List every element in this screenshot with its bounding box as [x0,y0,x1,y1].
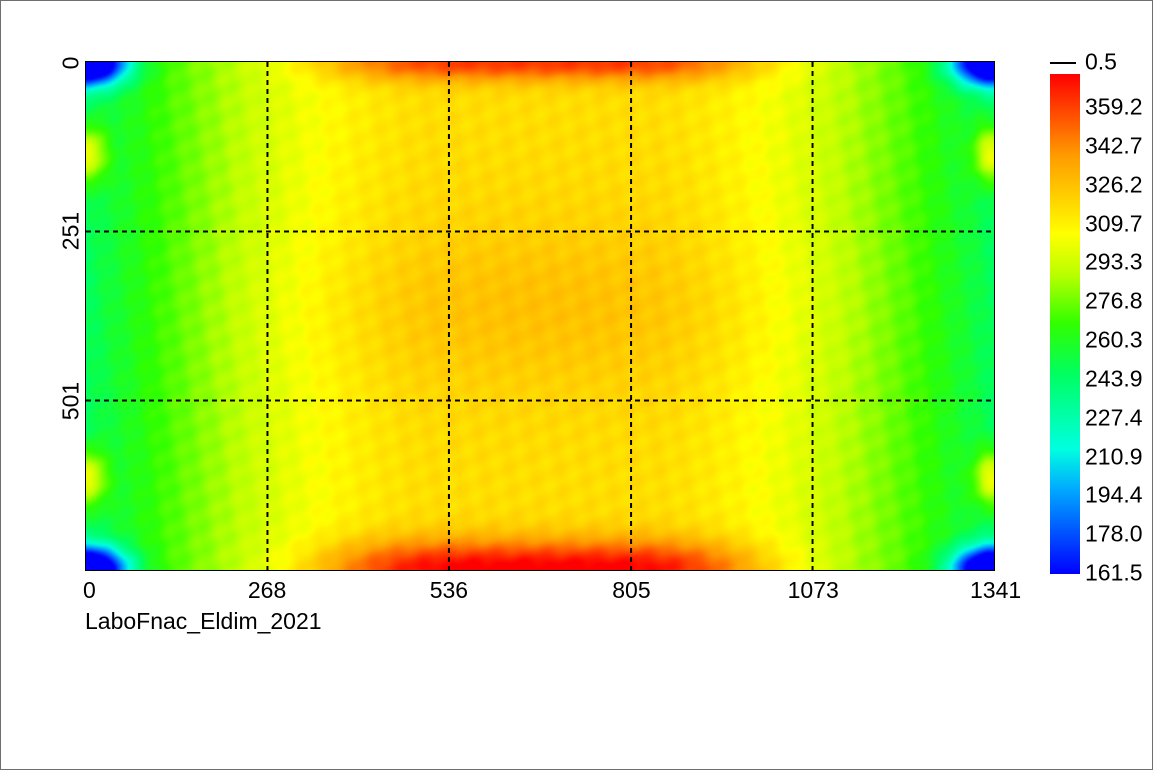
colorbar-marker-label: 0.5 [1085,48,1117,75]
x-tick-label: 0 [83,577,96,603]
x-tick-label: 268 [247,577,287,603]
colorbar-label: 309.7 [1085,210,1143,236]
colorbar-label: 227.4 [1085,404,1143,431]
colorbar-label: 359.2 [1085,93,1143,120]
colorbar-label: 342.7 [1085,132,1143,159]
y-tick-label: 501 [57,381,84,420]
colorbar [1050,74,1080,574]
colorbar-label: 243.9 [1085,365,1143,392]
colorbar-label: 194.4 [1085,481,1143,508]
footer-label: LaboFnac_Eldim_2021 [85,608,322,634]
grid-overlay [86,62,994,570]
colorbar-label: 178.0 [1085,520,1143,547]
y-tick-label: 251 [57,212,84,251]
colorbar-marker [1050,62,1076,64]
colorbar-label: 210.9 [1085,443,1143,469]
x-tick-label: 805 [612,577,651,603]
y-tick-label: 0 [57,56,84,70]
colorbar-label: 276.8 [1085,287,1143,314]
x-tick-label: 536 [429,577,469,603]
heatmap-plot [85,61,995,571]
colorbar-label: 260.3 [1085,326,1143,353]
x-tick-label: 1341 [970,577,1022,603]
heatmap-canvas [86,62,994,570]
x-tick-label: 1073 [787,577,839,603]
colorbar-label: 326.2 [1085,171,1143,198]
colorbar-label: 161.5 [1085,559,1143,586]
colorbar-label: 293.3 [1085,248,1143,275]
